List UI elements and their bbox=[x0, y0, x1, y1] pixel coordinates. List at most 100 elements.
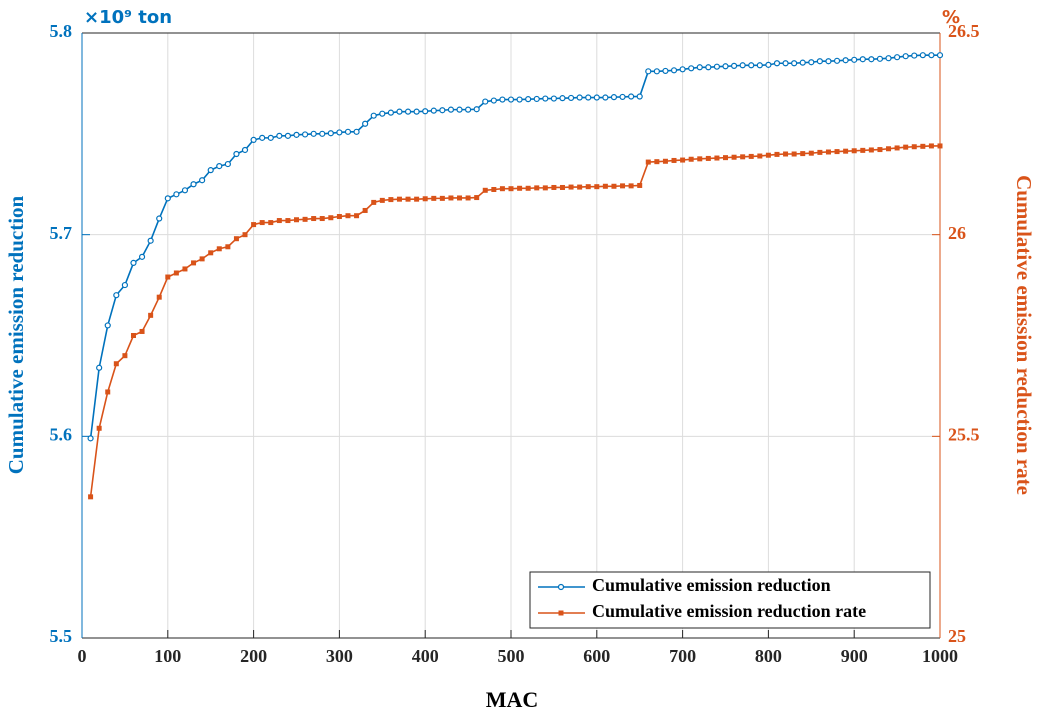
point bbox=[233, 150, 240, 158]
legend-marker bbox=[558, 610, 564, 616]
point bbox=[671, 157, 677, 163]
point bbox=[783, 151, 789, 157]
point bbox=[259, 134, 266, 141]
point bbox=[628, 183, 634, 189]
point bbox=[250, 136, 257, 143]
point bbox=[696, 64, 703, 71]
point bbox=[508, 186, 514, 192]
point bbox=[447, 106, 455, 113]
point bbox=[816, 58, 823, 65]
point bbox=[714, 155, 720, 161]
point bbox=[920, 143, 926, 149]
y2-tick-label: 26 bbox=[948, 223, 966, 243]
x-tick-label: 900 bbox=[841, 646, 868, 666]
point bbox=[276, 218, 282, 224]
point bbox=[371, 199, 377, 205]
x-axis-title: MAC bbox=[486, 687, 539, 712]
series-line bbox=[89, 145, 940, 497]
y-tick-label: 5.5 bbox=[50, 626, 73, 646]
point bbox=[542, 185, 548, 191]
point bbox=[387, 109, 394, 116]
point bbox=[87, 435, 94, 442]
point bbox=[396, 196, 402, 202]
point bbox=[645, 68, 652, 75]
point bbox=[799, 59, 806, 66]
point bbox=[731, 154, 737, 160]
point bbox=[550, 95, 558, 102]
point bbox=[156, 215, 163, 222]
point bbox=[474, 195, 480, 201]
x-tick-label: 800 bbox=[755, 646, 782, 666]
point bbox=[482, 187, 488, 193]
point bbox=[705, 64, 712, 71]
point bbox=[851, 56, 858, 63]
point bbox=[190, 181, 197, 188]
point bbox=[404, 108, 412, 115]
point bbox=[533, 95, 540, 103]
point bbox=[919, 52, 926, 59]
point bbox=[353, 128, 360, 135]
point bbox=[859, 56, 866, 63]
point bbox=[800, 151, 806, 157]
point bbox=[388, 197, 394, 203]
point bbox=[585, 184, 591, 190]
point bbox=[396, 108, 403, 115]
x-tick-label: 700 bbox=[669, 646, 696, 666]
point bbox=[268, 220, 274, 226]
y-unit: ×10⁹ ton bbox=[84, 7, 172, 28]
point bbox=[748, 153, 754, 159]
point bbox=[610, 94, 618, 101]
point bbox=[148, 312, 154, 318]
point bbox=[311, 216, 317, 222]
point bbox=[448, 195, 454, 201]
point bbox=[165, 274, 171, 280]
point bbox=[422, 196, 428, 202]
point bbox=[688, 65, 695, 72]
point bbox=[276, 132, 283, 139]
point bbox=[345, 213, 351, 219]
point bbox=[825, 149, 831, 155]
point bbox=[319, 216, 325, 222]
point bbox=[670, 67, 678, 74]
point bbox=[199, 256, 205, 262]
point bbox=[284, 132, 292, 139]
point bbox=[173, 191, 180, 198]
point bbox=[620, 183, 626, 189]
x-tick-label: 200 bbox=[240, 646, 267, 666]
y2-unit: % bbox=[942, 7, 960, 28]
y2-tick-label: 25 bbox=[948, 626, 966, 646]
point bbox=[139, 328, 145, 334]
point bbox=[294, 217, 299, 223]
point bbox=[473, 106, 480, 113]
point bbox=[130, 333, 136, 338]
point bbox=[937, 143, 943, 149]
point bbox=[585, 94, 592, 101]
point bbox=[559, 95, 566, 102]
point bbox=[876, 55, 884, 62]
point bbox=[122, 353, 128, 359]
point bbox=[748, 62, 755, 69]
point bbox=[653, 68, 660, 75]
point bbox=[173, 270, 179, 276]
legend-box bbox=[529, 571, 931, 629]
x-tick-label: 100 bbox=[154, 646, 181, 666]
point bbox=[517, 185, 523, 191]
point bbox=[782, 60, 789, 67]
point bbox=[482, 98, 489, 105]
legend-label: Cumulative emission reduction bbox=[592, 575, 831, 595]
point bbox=[328, 215, 334, 221]
point bbox=[688, 156, 694, 162]
point bbox=[765, 152, 771, 158]
point bbox=[636, 93, 643, 100]
point bbox=[319, 130, 326, 137]
point bbox=[894, 145, 900, 151]
point bbox=[868, 56, 875, 63]
point bbox=[507, 96, 515, 103]
y2-tick-label: 26.5 bbox=[948, 21, 980, 41]
point bbox=[182, 266, 188, 272]
point bbox=[877, 147, 883, 153]
point bbox=[199, 177, 206, 184]
point bbox=[525, 185, 531, 191]
x-tick-label: 300 bbox=[326, 646, 353, 666]
point bbox=[833, 57, 841, 64]
